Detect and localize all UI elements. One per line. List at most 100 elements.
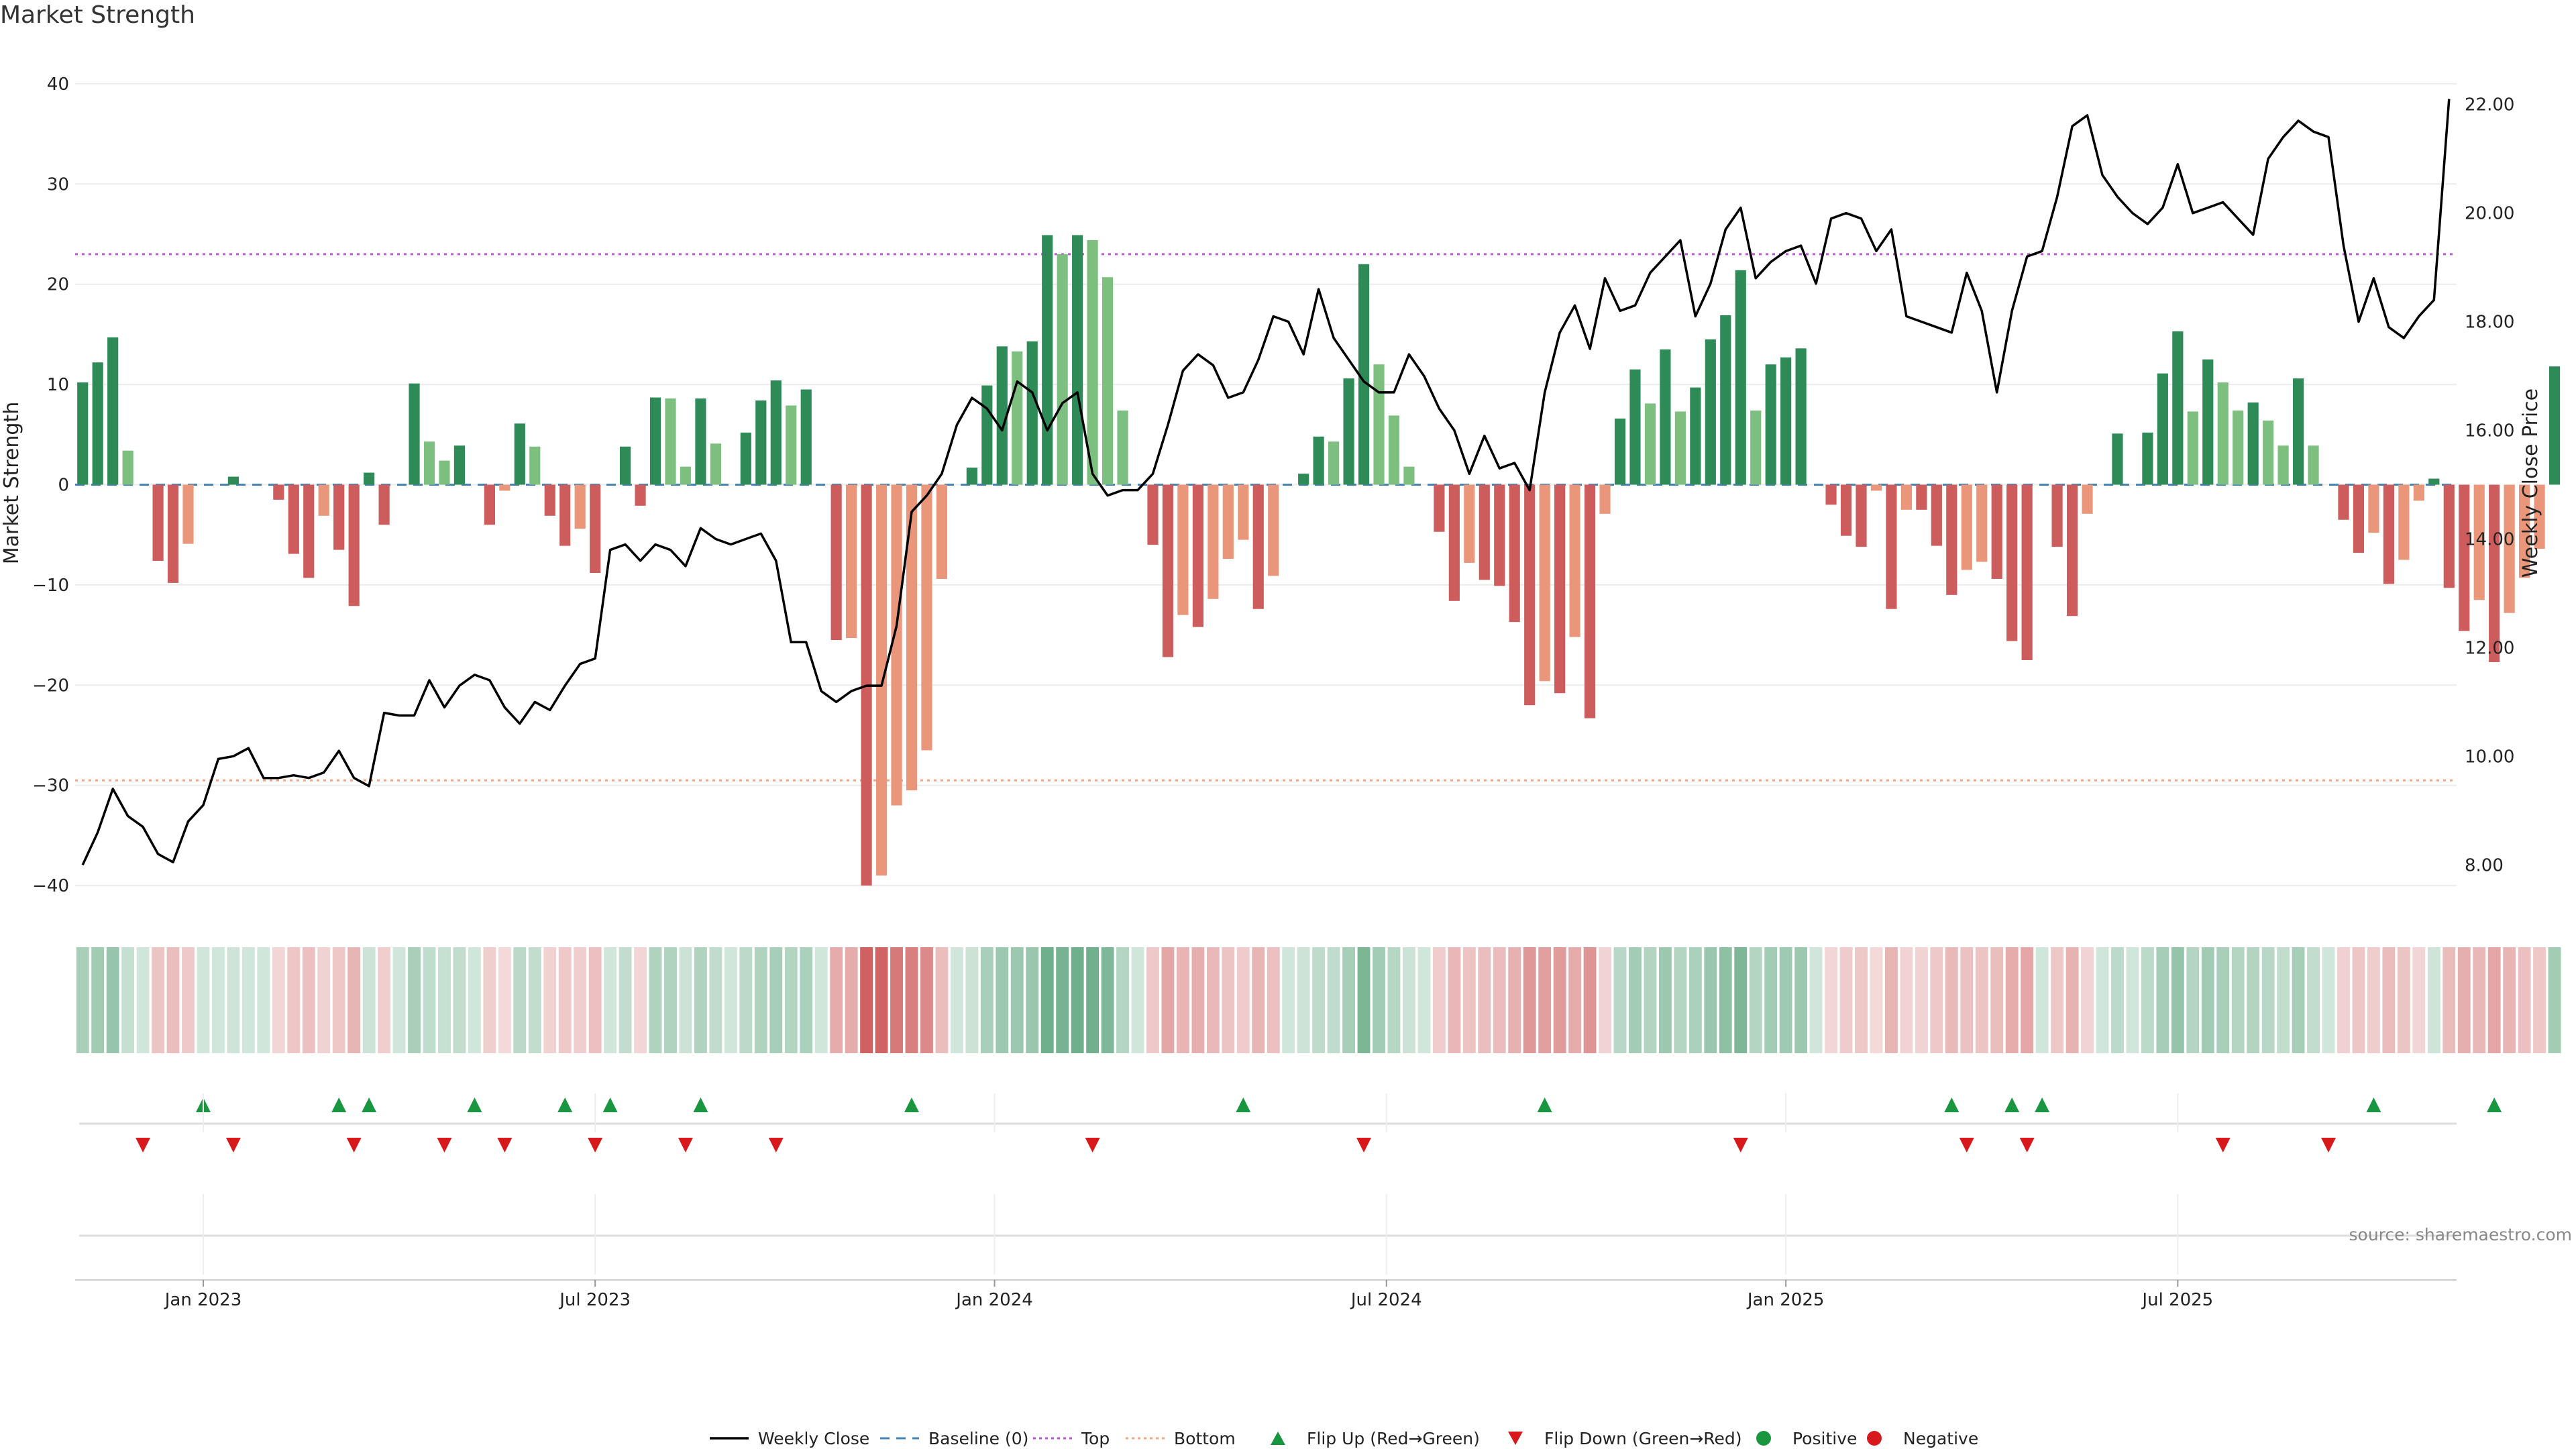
heat-cell — [408, 947, 421, 1053]
flip-up-marker — [602, 1097, 618, 1112]
flip-down-marker — [225, 1138, 241, 1152]
strength-bar — [2548, 366, 2561, 485]
heat-cell — [136, 947, 150, 1053]
heat-cell — [498, 947, 511, 1053]
strength-bar — [740, 432, 751, 485]
strength-bar — [1976, 484, 1988, 562]
strength-bar — [1690, 387, 1701, 485]
heat-cell — [1523, 947, 1536, 1053]
strength-bar — [695, 398, 706, 485]
y2-tick-label: 22.00 — [2465, 95, 2514, 115]
x-axis: Jan 2023 Jul 2023 Jan 2024 Jul 2024 Jan 2025… — [75, 1093, 2457, 1310]
strength-bar — [1026, 341, 1038, 485]
heat-cell — [2518, 947, 2531, 1053]
strength-bar — [574, 484, 586, 529]
strength-bar — [1102, 277, 1114, 485]
heat-cell — [2367, 947, 2380, 1053]
heat-cell — [1342, 947, 1356, 1053]
heat-cell — [287, 947, 301, 1053]
heat-cell — [724, 947, 737, 1053]
strength-bar — [167, 484, 179, 583]
strength-bar — [2489, 484, 2500, 662]
heat-cell — [588, 947, 602, 1053]
flip-up-marker — [2004, 1097, 2020, 1112]
heat-cell — [392, 947, 406, 1053]
heat-cell — [754, 947, 767, 1053]
strength-bar — [1961, 484, 1972, 570]
heat-cell — [1915, 947, 1928, 1053]
strength-bar — [1991, 484, 2002, 579]
strength-bar — [620, 446, 631, 485]
strength-bar — [2292, 378, 2304, 485]
heat-cell — [1794, 947, 1808, 1053]
strength-bar — [318, 484, 329, 516]
strength-bar — [2473, 484, 2485, 600]
heat-cell — [1779, 947, 1792, 1053]
strength-bar — [333, 484, 345, 550]
heat-cell — [528, 947, 541, 1053]
heat-cell — [227, 947, 240, 1053]
strength-bar — [1479, 484, 1490, 580]
y-tick-label: 0 — [58, 476, 69, 496]
strength-bar — [1238, 484, 1249, 540]
strength-bar — [1192, 484, 1203, 627]
strength-bar — [2263, 420, 2274, 485]
strength-bar — [846, 484, 857, 639]
strength-bar — [2112, 433, 2123, 485]
strength-bar — [665, 398, 676, 485]
strength-bar — [921, 484, 932, 751]
heat-cell — [2322, 947, 2335, 1053]
heat-cell — [2201, 947, 2214, 1053]
y2-tick-label: 20.00 — [2465, 204, 2514, 224]
strength-bar — [1208, 484, 1219, 599]
strength-bar — [2066, 484, 2078, 616]
legend-item: Weekly Close — [710, 1429, 869, 1448]
strength-bar — [1087, 239, 1098, 485]
heat-cell — [1086, 947, 1099, 1053]
heat-cell — [468, 947, 481, 1053]
heat-cell — [1236, 947, 1250, 1053]
heat-cell — [2247, 947, 2260, 1053]
heat-cell — [2292, 947, 2305, 1053]
y-tick-label: 30 — [47, 174, 69, 195]
heat-cell — [2111, 947, 2124, 1053]
strength-bar — [544, 484, 555, 516]
y2-axis-ticks: 8.00 10.00 12.00 14.00 16.00 18.00 20.00 22.00 — [2465, 95, 2514, 876]
strength-bar — [635, 484, 646, 506]
heat-cell — [317, 947, 331, 1053]
heat-cell — [1146, 947, 1159, 1053]
strength-bar — [2428, 478, 2440, 485]
strength-bar — [1388, 415, 1400, 485]
strength-bar — [649, 397, 661, 485]
heat-cell — [1508, 947, 1521, 1053]
heat-cell — [1825, 947, 1837, 1053]
x-tick-label: Jan 2023 — [164, 1290, 242, 1310]
strength-bar — [378, 484, 390, 525]
heat-cell — [1975, 947, 1988, 1053]
strength-bar — [409, 383, 420, 485]
strength-bar — [2172, 331, 2184, 485]
heat-cell — [2533, 947, 2546, 1053]
heat-cell — [1613, 947, 1627, 1053]
y2-tick-label: 12.00 — [2465, 638, 2514, 658]
legend-swatch-flip-down — [1508, 1432, 1523, 1445]
legend-item: Flip Up (Red→Green) — [1271, 1429, 1480, 1448]
heat-cell — [1599, 947, 1611, 1053]
y2-tick-label: 10.00 — [2465, 747, 2514, 767]
y2-tick-label: 14.00 — [2465, 529, 2514, 549]
heat-cell — [1312, 947, 1326, 1053]
heat-cell — [739, 947, 753, 1053]
heat-cell — [1403, 947, 1415, 1053]
heat-cell — [1688, 947, 1702, 1053]
heat-cell — [679, 947, 692, 1053]
strength-bar — [1825, 484, 1837, 505]
heat-cell — [1026, 947, 1039, 1053]
strength-bar — [1252, 484, 1264, 609]
heat-cell — [1553, 947, 1566, 1053]
strength-bar — [1403, 466, 1415, 485]
strength-bar — [1554, 484, 1566, 694]
strength-bar — [1720, 315, 1731, 485]
strength-bar — [770, 380, 782, 485]
strength-bar — [830, 484, 842, 641]
source-note: source: sharemaestro.com — [2349, 1225, 2573, 1244]
